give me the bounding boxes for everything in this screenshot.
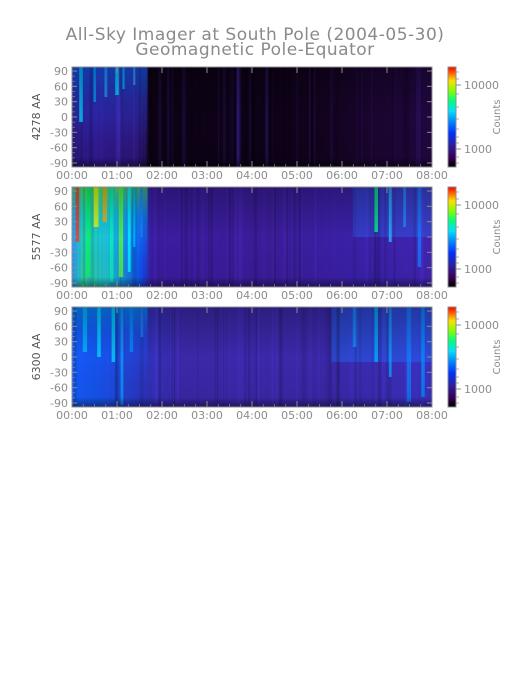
chart-title: All-Sky Imager at South Pole (2004-05-30… [65,25,445,45]
y-tick-label: 60 [54,80,68,93]
colorbar-tick-label: 1000 [464,263,492,276]
y-tick-label: 0 [61,231,68,244]
x-tick-label: 01:00 [101,289,133,302]
colorbar-frame [447,306,457,408]
colorbar [448,187,456,287]
y-tick-label: 60 [54,320,68,333]
colorbar-frame [447,186,457,288]
y-tick-label: 0 [61,111,68,124]
colorbar-frame [447,66,457,168]
y-tick-label: -90 [50,157,68,170]
x-tick-label: 05:00 [281,409,313,422]
x-tick-label: 05:00 [281,169,313,182]
y-tick-label: -30 [50,366,68,379]
x-tick-label: 02:00 [146,289,178,302]
x-tick-label: 04:00 [236,289,268,302]
x-tick-label: 06:00 [326,409,358,422]
x-tick-label: 03:00 [191,409,223,422]
heatmap-vignette [72,187,432,287]
y-tick-label: 0 [61,351,68,364]
x-tick-label: 04:00 [236,409,268,422]
x-tick-label: 03:00 [191,289,223,302]
y-tick-label: 90 [54,305,68,318]
x-tick-label: 07:00 [371,409,403,422]
x-tick-label: 02:00 [146,409,178,422]
x-tick-label: 02:00 [146,169,178,182]
colorbar-tick-label: 10000 [464,79,499,92]
y-tick-label: 30 [54,96,68,109]
colorbar [448,67,456,167]
y-tick-label: 30 [54,336,68,349]
x-tick-label: 06:00 [326,169,358,182]
x-tick-label: 04:00 [236,169,268,182]
x-tick-label: 08:00 [416,409,448,422]
x-tick-label: 01:00 [101,409,133,422]
x-tick-label: 08:00 [416,289,448,302]
x-tick-label: 00:00 [56,169,88,182]
colorbar-tick-label: 1000 [464,143,492,156]
x-tick-label: 00:00 [56,409,88,422]
y-tick-label: -30 [50,126,68,139]
y-tick-label: -60 [50,262,68,275]
colorbar-tick-label: 10000 [464,199,499,212]
x-tick-label: 07:00 [371,169,403,182]
y-tick-label: -90 [50,277,68,290]
y-tick-label: -90 [50,397,68,410]
y-tick-label: 30 [54,216,68,229]
x-tick-label: 05:00 [281,289,313,302]
x-tick-label: 03:00 [191,169,223,182]
colorbar-label: Counts [492,220,503,255]
heatmap-vignette [72,307,432,407]
x-tick-label: 01:00 [101,169,133,182]
colorbar [448,307,456,407]
x-tick-label: 00:00 [56,289,88,302]
y-axis-label: 5577 AA [30,213,43,260]
colorbar-label: Counts [492,340,503,375]
y-tick-label: 90 [54,65,68,78]
y-axis-label: 4278 AA [30,93,43,140]
y-tick-label: 60 [54,200,68,213]
chart-subtitle: Geomagnetic Pole-Equator [135,40,375,60]
x-tick-label: 07:00 [371,289,403,302]
y-tick-label: 90 [54,185,68,198]
y-tick-label: -60 [50,142,68,155]
x-tick-label: 08:00 [416,169,448,182]
x-tick-label: 06:00 [326,289,358,302]
y-axis-label: 6300 AA [30,333,43,380]
y-tick-label: -60 [50,382,68,395]
y-tick-label: -30 [50,246,68,259]
colorbar-tick-label: 1000 [464,383,492,396]
heatmap-vignette [72,67,432,167]
colorbar-label: Counts [492,100,503,135]
colorbar-tick-label: 10000 [464,319,499,332]
